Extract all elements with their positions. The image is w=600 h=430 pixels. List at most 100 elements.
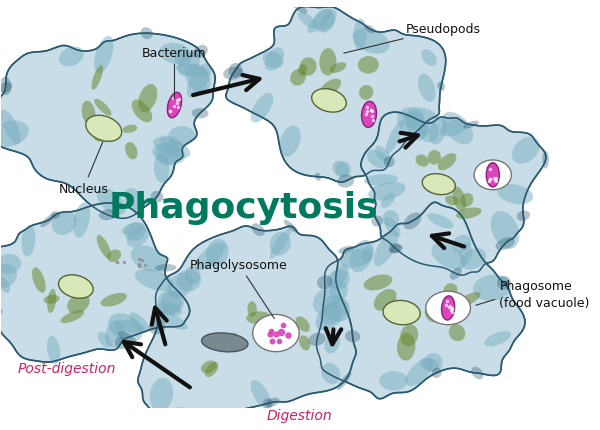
Ellipse shape [125, 143, 137, 160]
Ellipse shape [384, 157, 395, 168]
Ellipse shape [364, 275, 392, 291]
Ellipse shape [118, 332, 137, 344]
Ellipse shape [47, 289, 56, 313]
Ellipse shape [437, 154, 457, 171]
Ellipse shape [135, 269, 174, 291]
Ellipse shape [426, 292, 470, 325]
Ellipse shape [335, 162, 351, 178]
Ellipse shape [130, 313, 149, 333]
Ellipse shape [374, 289, 397, 311]
Ellipse shape [416, 155, 429, 167]
Ellipse shape [151, 191, 163, 203]
Ellipse shape [191, 109, 208, 119]
Ellipse shape [284, 220, 298, 233]
Ellipse shape [329, 281, 348, 301]
Ellipse shape [149, 319, 166, 335]
Ellipse shape [292, 3, 307, 15]
Ellipse shape [456, 208, 482, 219]
Ellipse shape [265, 49, 284, 72]
Ellipse shape [307, 9, 332, 34]
Ellipse shape [320, 11, 337, 32]
Ellipse shape [320, 80, 341, 97]
Ellipse shape [224, 333, 238, 344]
Ellipse shape [421, 50, 437, 67]
Ellipse shape [73, 203, 90, 238]
Ellipse shape [193, 46, 208, 59]
Ellipse shape [517, 211, 530, 221]
Ellipse shape [386, 121, 404, 154]
Ellipse shape [361, 102, 377, 128]
Ellipse shape [449, 324, 465, 341]
Ellipse shape [474, 160, 511, 190]
Ellipse shape [295, 316, 310, 332]
Ellipse shape [187, 64, 211, 98]
Ellipse shape [299, 58, 317, 77]
Ellipse shape [493, 173, 506, 186]
Ellipse shape [51, 212, 60, 219]
Ellipse shape [172, 407, 192, 427]
Ellipse shape [329, 264, 349, 289]
Ellipse shape [383, 211, 399, 227]
Text: Post-digestion: Post-digestion [17, 361, 116, 375]
Ellipse shape [167, 273, 193, 299]
Ellipse shape [94, 37, 113, 74]
Ellipse shape [140, 28, 153, 40]
Ellipse shape [263, 52, 283, 69]
Text: Phagolysosome: Phagolysosome [190, 258, 287, 319]
Ellipse shape [131, 100, 152, 123]
Ellipse shape [419, 122, 439, 143]
Ellipse shape [337, 175, 354, 188]
Ellipse shape [194, 243, 226, 271]
Ellipse shape [158, 290, 182, 316]
Ellipse shape [127, 227, 149, 248]
Text: Digestion: Digestion [266, 408, 332, 421]
Ellipse shape [400, 108, 437, 123]
Ellipse shape [374, 230, 398, 267]
Ellipse shape [332, 161, 349, 178]
Ellipse shape [445, 196, 458, 206]
Ellipse shape [108, 313, 143, 342]
Ellipse shape [150, 378, 173, 412]
Ellipse shape [330, 63, 346, 74]
Ellipse shape [185, 64, 211, 93]
Ellipse shape [315, 173, 321, 181]
Ellipse shape [497, 184, 533, 205]
Ellipse shape [290, 70, 306, 86]
Ellipse shape [471, 367, 484, 380]
Ellipse shape [115, 338, 127, 349]
Ellipse shape [107, 250, 121, 263]
Ellipse shape [153, 138, 190, 159]
Ellipse shape [463, 121, 479, 129]
Text: Phagosome
(food vacuole): Phagosome (food vacuole) [499, 280, 590, 309]
Ellipse shape [425, 305, 443, 323]
Ellipse shape [229, 64, 242, 78]
Ellipse shape [321, 303, 342, 325]
Ellipse shape [92, 66, 103, 91]
Ellipse shape [159, 43, 191, 64]
Text: Bacterium: Bacterium [142, 46, 207, 100]
Ellipse shape [138, 85, 157, 113]
Ellipse shape [251, 93, 274, 123]
Ellipse shape [308, 333, 326, 346]
Ellipse shape [82, 101, 95, 126]
Ellipse shape [105, 320, 124, 348]
Ellipse shape [397, 113, 412, 134]
Ellipse shape [157, 302, 182, 316]
Ellipse shape [154, 154, 169, 183]
Text: Phagocytosis: Phagocytosis [109, 191, 378, 225]
Ellipse shape [542, 151, 549, 169]
Polygon shape [0, 203, 190, 362]
Ellipse shape [313, 289, 340, 315]
Ellipse shape [270, 232, 291, 256]
Ellipse shape [454, 292, 481, 308]
Ellipse shape [383, 301, 420, 325]
Ellipse shape [460, 249, 486, 270]
Text: Pseudopods: Pseudopods [344, 23, 481, 54]
Polygon shape [0, 34, 215, 219]
Ellipse shape [418, 74, 436, 103]
Ellipse shape [263, 399, 273, 408]
Ellipse shape [67, 294, 89, 314]
Ellipse shape [125, 223, 145, 241]
Ellipse shape [202, 333, 248, 352]
Ellipse shape [131, 246, 166, 272]
